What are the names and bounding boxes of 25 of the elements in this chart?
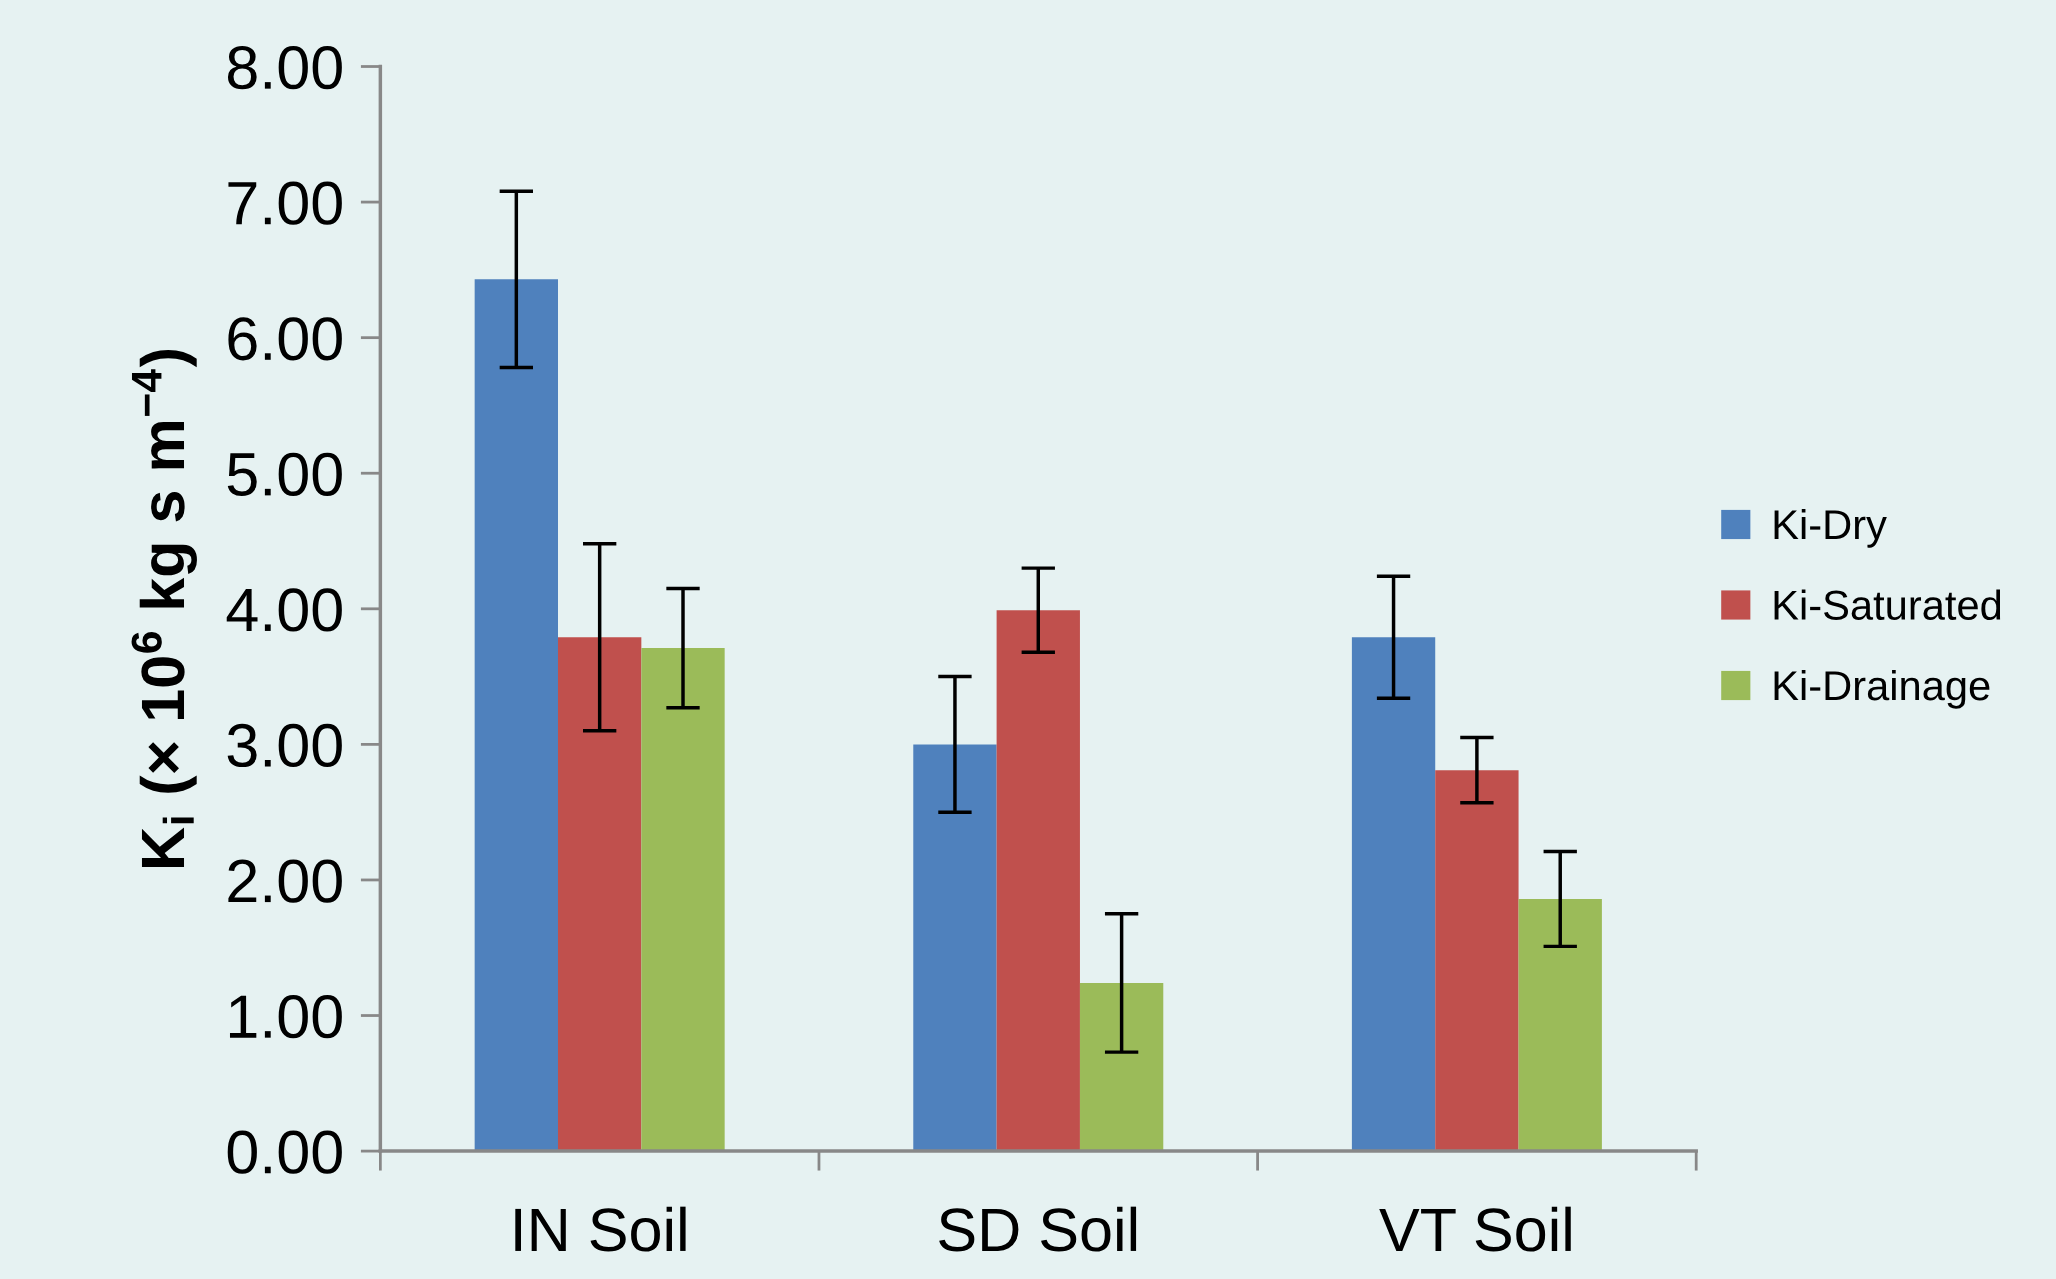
y-tick-label: 8.00 <box>227 45 342 90</box>
y-tick-label: 0.00 <box>227 1130 342 1174</box>
bar <box>558 637 642 1152</box>
y-tick-label: 1.00 <box>229 995 342 1039</box>
y-tick-label: 2.00 <box>228 859 342 903</box>
y-tick-label: 4.00 <box>226 588 342 632</box>
bar <box>1351 637 1436 1152</box>
legend-label: Ki-Dry <box>1774 508 1887 548</box>
legend-label: Ki-Saturated <box>1774 589 2001 620</box>
x-tick-label: VT Soil <box>1379 1206 1571 1252</box>
bar <box>996 610 1080 1152</box>
y-tick-label: 3.00 <box>227 723 342 768</box>
x-tick-label: SD Soil <box>939 1206 1137 1252</box>
bar <box>474 279 558 1152</box>
y-axis-title: K$_{i}$ (× 10$^{6}$ kg s m$^{−4}$) <box>131 349 197 867</box>
bar <box>1435 770 1519 1152</box>
bar <box>641 648 725 1152</box>
bar <box>1518 898 1602 1152</box>
y-tick-label: 7.00 <box>228 181 342 225</box>
y-tick-label: 5.00 <box>227 452 342 496</box>
x-tick-label: IN Soil <box>515 1206 686 1252</box>
bar <box>913 744 997 1152</box>
bar <box>1079 982 1164 1152</box>
legend-label: Ki-Drainage <box>1774 669 1990 709</box>
y-tick-label: 6.00 <box>228 317 342 361</box>
